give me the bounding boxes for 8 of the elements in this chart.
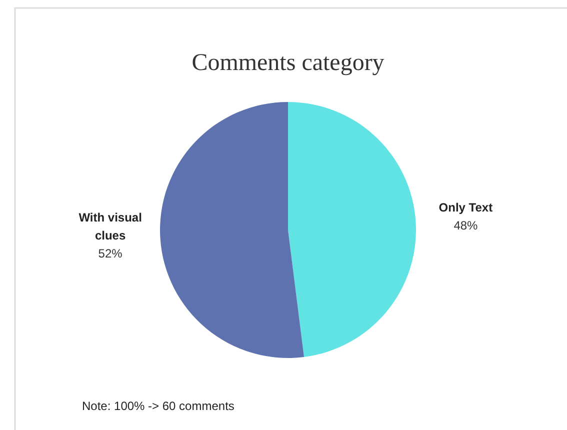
data-label: 52%	[98, 246, 123, 260]
text: Note: 100% -> 60 comments	[82, 399, 234, 413]
chart-title: Comments category	[192, 50, 384, 76]
slice-label: Only Text	[438, 200, 493, 215]
slice-label: With visual clues	[78, 210, 142, 242]
pie-slice	[160, 102, 304, 358]
data-label: 48%	[454, 218, 478, 233]
pie-slice	[288, 102, 416, 357]
